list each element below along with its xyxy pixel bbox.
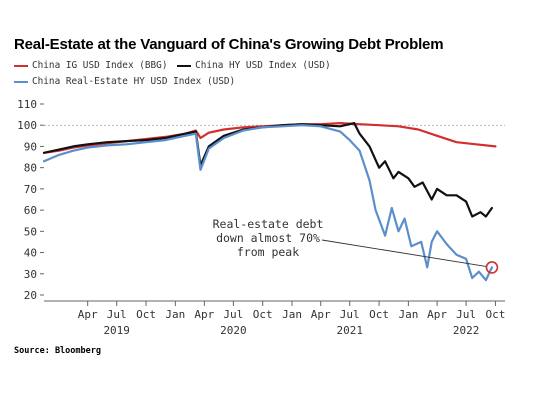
x-tick-label: Jul	[223, 308, 243, 321]
source-note: Source: Bloomberg	[14, 346, 101, 356]
legend-item-re: China Real-Estate HY USD Index (USD)	[14, 76, 235, 87]
x-year-label: 2020	[220, 324, 247, 337]
legend-swatch-hy	[177, 64, 192, 67]
y-tick-label: 90	[24, 140, 37, 153]
legend-swatch-re	[14, 80, 28, 83]
x-tick-label: Oct	[136, 308, 156, 321]
annotation-text-line: Real-estate debt	[213, 217, 324, 231]
x-tick-label: Jul	[456, 308, 476, 321]
y-tick-label: 110	[17, 98, 37, 111]
legend-item-ig: China IG USD Index (BBG)	[14, 60, 167, 71]
series-line-re	[42, 124, 493, 282]
y-tick-label: 100	[17, 119, 37, 132]
x-tick-label: Jan	[165, 308, 185, 321]
annotation-text-line: down almost 70%	[216, 231, 320, 245]
legend-label-hy: China HY USD Index (USD)	[195, 60, 331, 72]
legend-row-1: China IG USD Index (BBG) China HY USD In…	[14, 59, 335, 71]
x-tick-label: Apr	[78, 308, 98, 321]
x-tick-label: Jul	[340, 308, 360, 321]
x-tick-label: Oct	[369, 308, 389, 321]
y-tick-label: 40	[24, 247, 37, 260]
series-line-hy	[42, 121, 493, 218]
legend-item-hy: China HY USD Index (USD)	[177, 60, 331, 72]
x-year-label: 2019	[103, 324, 130, 337]
chart-title: Real-Estate at the Vanguard of China's G…	[14, 36, 444, 53]
x-tick-label: Apr	[194, 308, 214, 321]
x-year-label: 2022	[453, 324, 480, 337]
legend-row-2: China Real-Estate HY USD Index (USD)	[14, 75, 239, 87]
legend-swatch-ig	[14, 64, 28, 67]
y-tick-label: 80	[24, 162, 37, 175]
y-tick-label: 50	[24, 225, 37, 238]
legend-label-ig: China IG USD Index (BBG)	[32, 60, 168, 72]
x-tick-label: Jan	[282, 308, 302, 321]
x-tick-label: Jul	[107, 308, 127, 321]
y-tick-label: 20	[24, 289, 37, 302]
annotation-circle	[485, 261, 499, 274]
y-tick-label: 70	[24, 183, 37, 196]
legend-label-re: China Real-Estate HY USD Index (USD)	[32, 76, 236, 88]
x-tick-label: Jan	[398, 308, 418, 321]
annotation-leader-line	[321, 239, 487, 267]
x-tick-label: Oct	[253, 308, 273, 321]
y-tick-label: 60	[24, 204, 37, 217]
x-tick-label: Apr	[427, 308, 447, 321]
annotation-text-line: from peak	[237, 245, 299, 259]
x-tick-label: Apr	[311, 308, 331, 321]
x-year-label: 2021	[336, 324, 363, 337]
x-tick-label: Oct	[485, 308, 505, 321]
y-tick-label: 30	[24, 268, 37, 281]
